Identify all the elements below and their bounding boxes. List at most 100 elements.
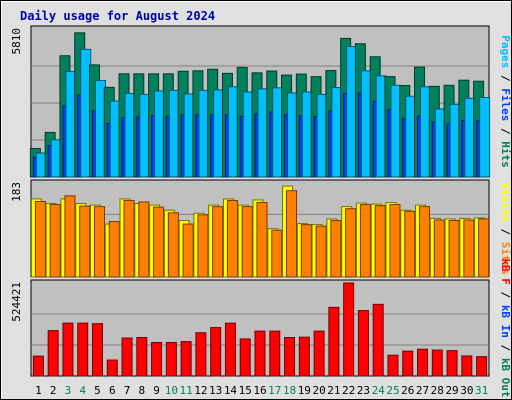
bar-kb-f-day-8: [136, 337, 148, 377]
bar-kb-f-day-23: [357, 310, 369, 377]
legend-entry-sites: Sites: [499, 242, 512, 275]
panel-hits_files_pages-ymax-label: 5810: [10, 28, 23, 55]
bar-kb-f-day-25: [387, 354, 399, 377]
bar-sites-day-21: [330, 219, 342, 278]
bar-sites-day-14: [226, 199, 238, 278]
x-tick-day-3: 3: [65, 384, 72, 397]
bar-sites-day-4: [79, 205, 91, 278]
bar-kb-f-day-20: [313, 330, 325, 377]
bar-sites-day-10: [167, 212, 179, 278]
bar-sites-day-5: [93, 206, 105, 278]
bar-kb-f-day-10: [165, 341, 177, 377]
bar-sites-day-9: [153, 206, 165, 278]
x-tick-day-14: 14: [224, 384, 238, 397]
x-tick-day-7: 7: [124, 384, 131, 397]
legend-entry-files: Files: [499, 88, 512, 121]
legend-entry-kb-in: kB In: [499, 305, 512, 338]
bar-kb-f-day-29: [446, 350, 458, 377]
legend-separator: /: [499, 121, 512, 141]
x-tick-day-17: 17: [268, 384, 281, 397]
bar-sites-day-12: [197, 214, 209, 278]
bar-kb-f-day-11: [180, 341, 192, 377]
x-tick-day-5: 5: [94, 384, 101, 397]
x-tick-day-6: 6: [109, 384, 116, 397]
x-tick-day-25: 25: [386, 384, 399, 397]
bar-sites-day-17: [271, 229, 283, 278]
x-tick-day-21: 21: [327, 384, 340, 397]
bar-sites-day-29: [448, 219, 460, 278]
bar-kb-f-day-3: [62, 322, 74, 377]
bar-sites-day-28: [433, 219, 445, 278]
x-tick-day-15: 15: [239, 384, 252, 397]
bar-sites-day-16: [256, 202, 268, 278]
bar-sites-day-22: [345, 208, 357, 278]
x-tick-day-4: 4: [79, 384, 86, 397]
x-tick-day-27: 27: [416, 384, 429, 397]
bar-kb-f-day-2: [47, 330, 59, 377]
bar-kb-f-day-12: [195, 332, 207, 377]
x-tick-day-23: 23: [357, 384, 370, 397]
bar-kb-f-day-16: [254, 330, 266, 377]
bar-sites-day-3: [64, 195, 76, 278]
bar-kb-f-day-9: [151, 341, 163, 377]
bar-kb-f-day-22: [343, 282, 355, 377]
bar-sites-day-13: [212, 206, 224, 278]
x-tick-day-2: 2: [50, 384, 57, 397]
bar-kb-f-day-6: [106, 359, 118, 377]
x-axis-day-labels: 1 2 3 4 5 6 7 8 9 10 11 12 13 14 15 16 17 18 19 20 21 22 23 24 2…: [35, 384, 488, 397]
panel-kbytes-legend: kB F / kB In / kB Out: [499, 258, 512, 397]
bar-sites-day-19: [300, 224, 312, 278]
x-tick-day-22: 22: [342, 384, 355, 397]
x-tick-day-26: 26: [401, 384, 414, 397]
legend-separator: /: [499, 222, 512, 242]
bar-pages-day-31: [479, 97, 491, 178]
bar-kb-f-day-19: [298, 336, 310, 377]
x-tick-day-9: 9: [153, 384, 160, 397]
legend-entry-hits: Hits: [499, 141, 512, 168]
legend-entry-visits: Visits: [499, 182, 512, 222]
bar-sites-day-31: [478, 218, 490, 278]
bar-sites-day-25: [389, 204, 401, 278]
bar-kb-f-day-15: [239, 338, 251, 377]
panel-kbytes-ymax-label: 524421: [10, 282, 23, 322]
x-tick-day-29: 29: [445, 384, 458, 397]
x-tick-day-18: 18: [283, 384, 296, 397]
legend-entry-kb-f: kB F: [499, 258, 512, 285]
bar-kb-f-day-31: [476, 356, 488, 377]
x-tick-day-10: 10: [165, 384, 178, 397]
x-tick-day-30: 30: [460, 384, 473, 397]
x-tick-day-16: 16: [253, 384, 266, 397]
x-tick-day-20: 20: [312, 384, 325, 397]
panel-hits_files_pages-legend: Pages / Files / Hits: [499, 35, 512, 168]
bar-sites-day-24: [374, 205, 386, 278]
bar-sites-day-30: [463, 219, 475, 278]
bar-sites-day-7: [123, 199, 135, 278]
legend-separator: /: [499, 285, 512, 305]
bar-kb-f-day-4: [77, 322, 89, 377]
bar-sites-day-1: [34, 200, 46, 278]
x-tick-day-28: 28: [431, 384, 444, 397]
bar-sites-day-26: [404, 210, 416, 278]
x-tick-day-19: 19: [298, 384, 311, 397]
legend-entry-pages: Pages: [499, 35, 512, 68]
bar-sites-day-6: [108, 221, 120, 278]
bar-sites-day-20: [315, 225, 327, 278]
bar-sites-day-2: [49, 204, 61, 278]
bar-kb-f-day-5: [91, 323, 103, 377]
panel-visits_sites-ymax-label: 183: [10, 182, 23, 202]
legend-entry-kb-out: kB Out: [499, 358, 512, 398]
bar-kb-f-day-21: [328, 306, 340, 377]
bar-kb-f-day-14: [224, 322, 236, 377]
bar-kb-f-day-18: [284, 337, 296, 377]
x-tick-day-24: 24: [372, 384, 386, 397]
bar-kb-f-day-30: [461, 355, 473, 377]
panel-visits_sites-legend: Visits / Sites: [499, 182, 512, 275]
x-tick-day-1: 1: [35, 384, 42, 397]
bar-kb-f-day-17: [269, 330, 281, 377]
legend-separator: /: [499, 68, 512, 88]
bar-kb-f-day-24: [372, 303, 384, 377]
bar-kb-f-day-13: [210, 327, 222, 377]
